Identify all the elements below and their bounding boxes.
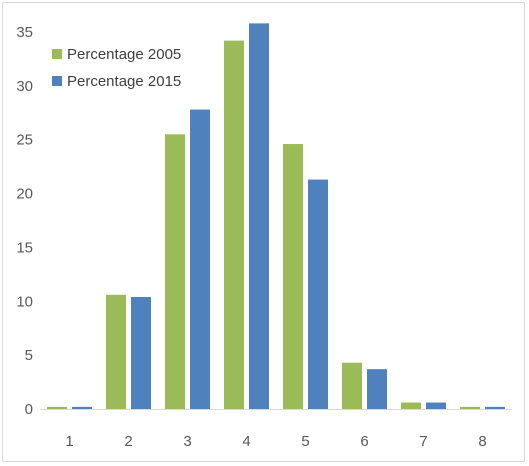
y-tick-label: 35 [16, 24, 33, 41]
x-tick-label: 3 [183, 433, 191, 450]
y-axis-tick-labels: 0 5 10 15 20 25 30 35 [16, 24, 33, 418]
bar-2005-cat-3 [165, 134, 185, 410]
x-axis-tick-labels: 1 2 3 4 5 6 7 8 [65, 433, 486, 450]
legend-entry: Percentage 2005 [67, 46, 181, 63]
bar-2015-cat-6 [367, 369, 387, 409]
x-tick-label: 1 [65, 433, 73, 450]
legend-swatch [52, 49, 62, 59]
y-tick-label: 25 [16, 132, 33, 149]
bar-2005-cat-1 [47, 406, 67, 409]
bar-2015-cat-8 [485, 406, 505, 409]
bar-2015-cat-2 [131, 296, 151, 409]
bar-2005-cat-8 [460, 406, 480, 409]
y-tick-label: 15 [16, 239, 33, 256]
bar-2015-cat-5 [308, 179, 328, 409]
bar-2005-cat-7 [401, 402, 421, 409]
y-tick-label: 20 [16, 186, 33, 203]
x-tick-label: 6 [360, 433, 368, 450]
bar-2005-cat-5 [283, 144, 303, 409]
x-tick-label: 4 [242, 433, 250, 450]
bar-2015-cat-3 [190, 109, 210, 409]
x-tick-label: 2 [124, 433, 132, 450]
legend: Percentage 2005 Percentage 2015 [52, 46, 181, 90]
y-tick-label: 5 [25, 347, 33, 364]
y-tick-label: 10 [16, 293, 33, 310]
bar-2005-cat-6 [342, 362, 362, 409]
legend-entry: Percentage 2015 [67, 73, 181, 90]
y-tick-label: 0 [25, 401, 33, 418]
x-tick-label: 7 [419, 433, 427, 450]
bar-2015-cat-1 [72, 406, 92, 409]
bar-2015-cat-4 [249, 23, 269, 410]
bar-2015-cat-7 [426, 402, 446, 409]
bars [47, 23, 505, 410]
x-tick-label: 5 [301, 433, 309, 450]
bar-2005-cat-4 [224, 40, 244, 410]
x-tick-label: 8 [478, 433, 486, 450]
legend-swatch [52, 76, 62, 86]
bar-2005-cat-2 [106, 294, 126, 409]
y-tick-label: 30 [16, 78, 33, 95]
